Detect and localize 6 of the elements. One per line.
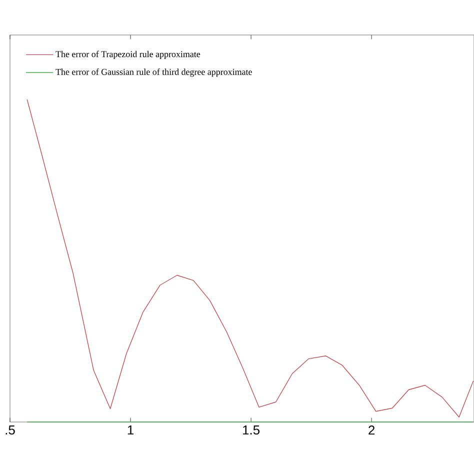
x-tick-label: 1 (128, 426, 134, 434)
x-tick-label: 1.5 (243, 426, 260, 435)
legend-label: The error of Gaussian rule of third degree approximate (56, 68, 252, 77)
x-tick-label: .5 (6, 426, 15, 435)
legend-label: The error of Trapezoid rule approximate (56, 50, 200, 60)
x-tick-label: 2 (368, 426, 375, 435)
